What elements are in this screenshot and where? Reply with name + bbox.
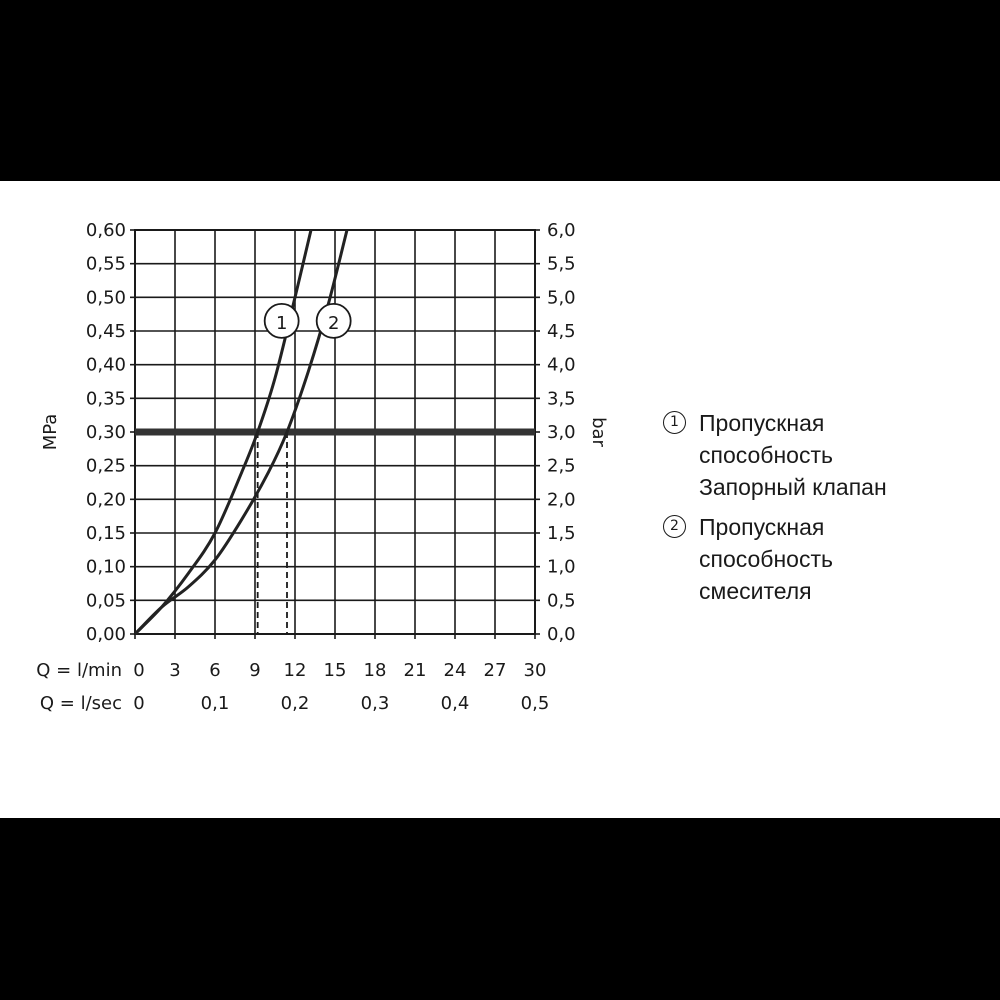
y-right-tick-label: 1,5 [547,523,576,544]
legend-line: Запорный клапан [699,474,887,500]
y-right-tick-label: 2,5 [547,456,576,477]
y-right-tick-label: 5,5 [547,254,576,275]
y-right-axis-title: bar [588,417,609,447]
curve-label-text: 2 [328,313,339,334]
x-tick-label: 6 [209,660,220,681]
y-left-tick-label: 0,10 [86,557,126,578]
y-left-axis-title: MPa [40,414,61,451]
legend-line: Пропускная [699,514,825,540]
x-tick-label: 9 [249,660,260,681]
y-right-tick-label: 2,0 [547,489,576,510]
x-axis-row-label: Q = l/sec [40,693,122,714]
flow-chart: 0,000,050,100,150,200,250,300,350,400,45… [36,220,609,714]
legend-item-2: 2 Пропускная способность смесителя [662,511,887,607]
y-right-tick-label: 6,0 [547,220,576,241]
x-tick-label: 18 [364,660,387,681]
y-left-tick-label: 0,00 [86,624,126,645]
legend-item-1: 1 Пропускная способность Запорный клапан [662,407,887,503]
curve-label-circle [315,302,352,339]
curve-label-text: 1 [276,313,287,334]
x-tick-label: 30 [524,660,547,681]
legend-text-1: Пропускная способность Запорный клапан [699,407,887,503]
y-left-tick-label: 0,25 [86,456,126,477]
x-tick-label: 15 [324,660,347,681]
y-right-tick-label: 3,0 [547,422,576,443]
y-left-tick-label: 0,45 [86,321,126,342]
y-right-tick-label: 0,0 [547,624,576,645]
legend-line: способность [699,442,833,468]
legend-line: Пропускная [699,410,825,436]
x-tick-label: 0,5 [521,693,550,714]
y-left-tick-label: 0,60 [86,220,126,241]
legend: 1 Пропускная способность Запорный клапан… [662,407,887,615]
y-left-tick-label: 0,30 [86,422,126,443]
x-tick-label: 0,3 [361,693,390,714]
y-right-tick-label: 5,0 [547,287,576,308]
x-tick-label: 0,1 [201,693,230,714]
y-left-tick-label: 0,55 [86,254,126,275]
y-left-tick-label: 0,20 [86,489,126,510]
legend-marker-2: 2 [663,515,686,538]
x-tick-label: 21 [404,660,427,681]
x-tick-label: 0 [133,693,144,714]
legend-line: способность [699,546,833,572]
x-tick-label: 0 [133,660,144,681]
y-left-tick-label: 0,50 [86,287,126,308]
legend-line: смесителя [699,578,812,604]
y-right-tick-label: 0,5 [547,590,576,611]
curve-label-circle [263,302,300,339]
chart-panel: 0,00 0,05 0,10 0,15 0,20 0,25 0,30 0,35 0,40 0,45… [0,181,1000,818]
y-left-tick-label: 0,15 [86,523,126,544]
x-tick-label: 27 [484,660,507,681]
y-right-tick-label: 1,0 [547,557,576,578]
x-tick-label: 3 [169,660,180,681]
legend-marker-1: 1 [663,411,686,434]
y-right-tick-label: 3,5 [547,388,576,409]
y-left-tick-label: 0,05 [86,590,126,611]
y-left-tick-label: 0,40 [86,355,126,376]
legend-text-2: Пропускная способность смесителя [699,511,833,607]
y-right-tick-label: 4,0 [547,355,576,376]
x-tick-label: 12 [284,660,307,681]
x-axis-row-label: Q = l/min [36,660,122,681]
x-tick-label: 0,2 [281,693,310,714]
y-right-tick-label: 4,5 [547,321,576,342]
x-tick-label: 0,4 [441,693,470,714]
x-tick-label: 24 [444,660,467,681]
y-left-tick-label: 0,35 [86,388,126,409]
